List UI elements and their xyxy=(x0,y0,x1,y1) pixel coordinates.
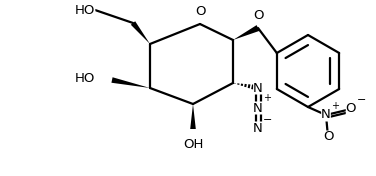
Text: −: − xyxy=(357,95,366,105)
Text: O: O xyxy=(253,9,263,22)
Text: N: N xyxy=(253,81,263,95)
Text: +: + xyxy=(331,101,339,111)
Polygon shape xyxy=(131,21,150,44)
Text: N: N xyxy=(253,121,263,134)
Polygon shape xyxy=(233,25,259,40)
Text: HO: HO xyxy=(75,4,96,17)
Polygon shape xyxy=(190,104,196,129)
Text: OH: OH xyxy=(183,138,203,151)
Text: N: N xyxy=(321,108,331,121)
Text: O: O xyxy=(323,130,333,143)
Text: HO: HO xyxy=(75,71,96,84)
Text: −: − xyxy=(263,115,272,125)
Text: O: O xyxy=(196,5,206,18)
Text: N: N xyxy=(253,102,263,115)
Polygon shape xyxy=(111,77,150,88)
Text: O: O xyxy=(346,102,356,115)
Text: +: + xyxy=(263,93,271,103)
